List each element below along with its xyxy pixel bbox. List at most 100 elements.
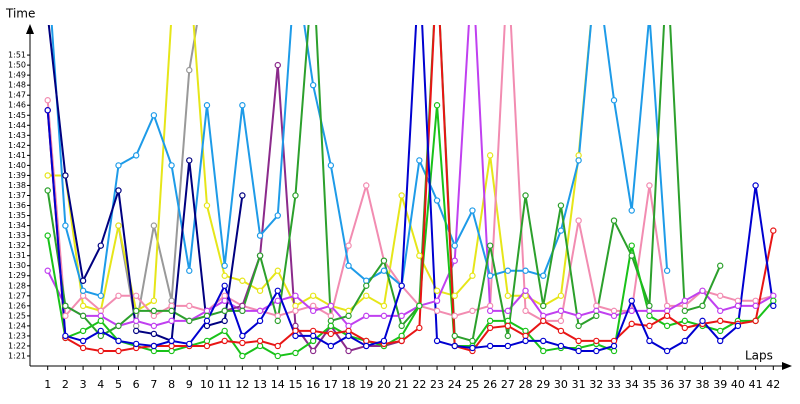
point <box>327 342 335 350</box>
point <box>398 312 405 320</box>
y-tick-label: 1:42 <box>8 141 26 150</box>
point <box>363 282 370 289</box>
point <box>681 297 689 305</box>
y-tick-label: 1:51 <box>8 51 26 60</box>
x-tick-label: 31 <box>572 378 586 391</box>
point <box>717 307 724 315</box>
point <box>292 292 299 299</box>
x-tick-label: 21 <box>395 378 409 391</box>
point <box>646 302 653 310</box>
point <box>221 272 228 279</box>
point <box>699 302 706 310</box>
point <box>345 242 352 249</box>
x-tick-label: 7 <box>150 378 157 391</box>
point <box>274 297 281 305</box>
point <box>62 172 69 179</box>
point <box>646 312 653 320</box>
x-tick-label: 11 <box>218 378 232 391</box>
x-tick-label: 38 <box>696 378 710 391</box>
y-tick-label: 1:41 <box>8 151 26 160</box>
point <box>186 302 193 310</box>
point <box>504 332 512 340</box>
point <box>292 332 299 340</box>
x-tick-label: 14 <box>271 378 285 391</box>
point <box>363 312 370 320</box>
point <box>256 317 264 325</box>
x-tick-label: 37 <box>678 378 692 391</box>
point <box>150 307 158 315</box>
y-tick-label: 1:25 <box>8 311 26 320</box>
point <box>628 297 635 305</box>
point <box>309 347 317 355</box>
point <box>734 322 742 330</box>
point <box>433 197 441 204</box>
point <box>274 61 281 69</box>
point <box>132 340 140 348</box>
x-tick-label: 36 <box>660 378 674 391</box>
point <box>203 317 211 325</box>
point <box>168 307 175 315</box>
point <box>416 302 423 310</box>
point <box>663 347 671 355</box>
point <box>239 352 246 360</box>
series-line <box>46 25 774 322</box>
point <box>663 312 671 320</box>
point <box>79 327 87 335</box>
point <box>433 337 441 345</box>
point <box>309 332 317 340</box>
point <box>309 292 317 299</box>
point <box>186 267 193 274</box>
y-tick-label: 1:31 <box>8 251 26 260</box>
point <box>186 157 193 164</box>
x-tick-label: 26 <box>483 378 497 391</box>
point <box>540 347 547 355</box>
y-tick-label: 1:48 <box>8 81 26 90</box>
y-tick-label: 1:38 <box>8 181 26 190</box>
point <box>292 192 299 199</box>
point <box>557 202 565 209</box>
point <box>150 112 158 119</box>
point <box>717 327 724 335</box>
x-tick-label: 20 <box>377 378 391 391</box>
point <box>540 272 547 279</box>
point <box>557 342 565 350</box>
point <box>380 312 388 320</box>
point <box>522 267 529 274</box>
point <box>610 97 618 104</box>
point <box>575 322 582 330</box>
y-tick-label: 1:47 <box>8 91 26 100</box>
point <box>256 252 264 259</box>
point <box>150 297 158 305</box>
point <box>44 187 51 194</box>
point <box>221 317 228 325</box>
point <box>79 337 87 345</box>
point <box>699 317 706 325</box>
plot-area <box>44 25 777 360</box>
x-tick-label: 34 <box>625 378 639 391</box>
point <box>504 267 512 274</box>
point <box>451 342 458 350</box>
point <box>327 162 335 169</box>
y-tick-label: 1:43 <box>8 131 26 140</box>
x-tick-label: 24 <box>448 378 462 391</box>
point <box>79 344 87 352</box>
point <box>115 292 122 299</box>
point <box>186 317 193 325</box>
point <box>150 342 158 350</box>
x-tick-label: 1 <box>44 378 51 391</box>
point <box>433 102 441 109</box>
x-tick-label: 30 <box>554 378 568 391</box>
point <box>451 292 458 299</box>
point <box>62 332 69 340</box>
point <box>646 322 653 330</box>
y-tick-label: 1:29 <box>8 271 26 280</box>
point <box>486 272 494 279</box>
point <box>469 344 476 352</box>
point <box>770 227 777 234</box>
point <box>398 282 405 289</box>
point <box>274 342 281 350</box>
point <box>327 302 335 310</box>
point <box>327 330 335 338</box>
point <box>557 292 565 299</box>
